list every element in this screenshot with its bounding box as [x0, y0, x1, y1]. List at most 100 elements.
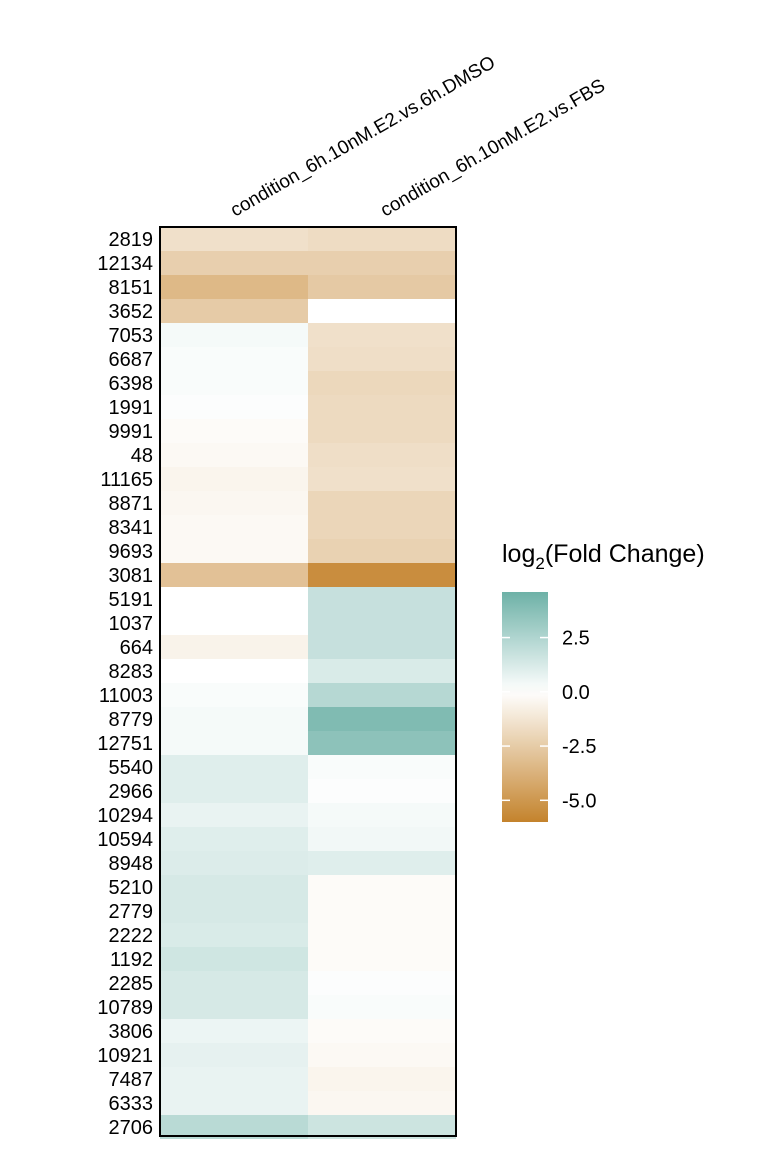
heatmap-cell [160, 707, 308, 731]
heatmap-cell [160, 827, 308, 851]
row-label: 2819 [109, 229, 154, 251]
heatmap-cell [160, 683, 308, 707]
heatmap-cell [160, 227, 308, 251]
row-label: 8151 [109, 277, 154, 299]
heatmap-cell [160, 731, 308, 755]
heatmap-cell [308, 779, 456, 803]
color-legend: log2(Fold Change) 2.5 0.0 -2.5 -5.0 [502, 540, 705, 822]
row-label: 6398 [109, 373, 154, 395]
row-label: 6687 [109, 349, 154, 371]
heatmap-cell [160, 899, 308, 923]
heatmap-cell [160, 659, 308, 683]
row-label: 6333 [109, 1093, 154, 1115]
legend-color-bar [502, 592, 548, 822]
heatmap-cell [308, 515, 456, 539]
heatmap-cells [160, 227, 456, 1139]
column-labels: condition_6h.10nM.E2.vs.6h.DMSOcondition… [227, 52, 609, 221]
row-label: 11165 [100, 469, 153, 491]
heatmap-cell [308, 275, 456, 299]
heatmap-cell [160, 563, 308, 587]
heatmap-cell [308, 947, 456, 971]
legend-tick-label: 2.5 [562, 628, 590, 650]
legend-tick-label: -5.0 [562, 790, 596, 812]
heatmap-cell [160, 611, 308, 635]
row-label: 9991 [109, 421, 154, 443]
row-label: 1192 [110, 949, 153, 971]
row-label: 12134 [97, 253, 153, 275]
legend-tick-label: 0.0 [562, 682, 590, 704]
column-label: condition_6h.10nM.E2.vs.6h.DMSO [227, 52, 499, 221]
heatmap-cell [160, 539, 308, 563]
heatmap-cell [308, 635, 456, 659]
heatmap-cell [308, 683, 456, 707]
row-label: 48 [131, 445, 153, 467]
heatmap-cell [308, 659, 456, 683]
heatmap-cell [308, 827, 456, 851]
row-label: 7053 [109, 325, 154, 347]
heatmap-cell [160, 467, 308, 491]
heatmap-cell [160, 971, 308, 995]
heatmap-cell [160, 275, 308, 299]
heatmap-cell [308, 251, 456, 275]
row-label: 11003 [99, 685, 153, 707]
row-label: 8779 [109, 709, 154, 731]
row-label: 2966 [109, 781, 154, 803]
heatmap-cell [308, 995, 456, 1019]
heatmap-cell [308, 755, 456, 779]
heatmap-cell [160, 851, 308, 875]
heatmap-cell [160, 923, 308, 947]
row-label: 10921 [97, 1045, 153, 1067]
heatmap-cell [308, 443, 456, 467]
legend-ticks: 2.5 0.0 -2.5 -5.0 [502, 628, 596, 812]
heatmap-cell [160, 947, 308, 971]
heatmap-cell [160, 251, 308, 275]
heatmap-cell [160, 491, 308, 515]
heatmap-cell [160, 587, 308, 611]
row-label: 2222 [109, 925, 154, 947]
heatmap-cell [308, 419, 456, 443]
heatmap-cell [308, 611, 456, 635]
heatmap-cell [160, 1019, 308, 1043]
heatmap-cell [160, 635, 308, 659]
heatmap-cell [308, 347, 456, 371]
heatmap-cell [160, 515, 308, 539]
heatmap-cell [308, 899, 456, 923]
heatmap-cell [308, 803, 456, 827]
row-label: 8948 [109, 853, 154, 875]
heatmap-cell [160, 1067, 308, 1091]
row-label: 3081 [109, 565, 154, 587]
row-label: 2779 [109, 901, 154, 923]
heatmap-cell [160, 443, 308, 467]
heatmap-cell [308, 731, 456, 755]
row-label: 664 [120, 637, 153, 659]
heatmap-cell [308, 707, 456, 731]
row-label: 3652 [109, 301, 154, 323]
row-label: 1991 [109, 397, 154, 419]
row-label: 8341 [109, 517, 154, 539]
row-label: 2706 [109, 1117, 154, 1139]
heatmap-cell [160, 875, 308, 899]
heatmap-cell [308, 1019, 456, 1043]
row-label: 8871 [109, 493, 154, 515]
heatmap-cell [308, 371, 456, 395]
heatmap-cell [160, 995, 308, 1019]
row-label: 10789 [97, 997, 153, 1019]
heatmap-cell [308, 467, 456, 491]
heatmap-cell [160, 803, 308, 827]
row-label: 5191 [109, 589, 154, 611]
row-label: 5540 [109, 757, 154, 779]
heatmap-cell [160, 299, 308, 323]
heatmap-cell [308, 323, 456, 347]
row-label: 7487 [109, 1069, 154, 1091]
heatmap-cell [160, 1091, 308, 1115]
heatmap-cell [308, 1043, 456, 1067]
legend-title: log2(Fold Change) [502, 540, 705, 573]
row-label: 5210 [109, 877, 154, 899]
heatmap-cell [308, 875, 456, 899]
heatmap-cell [160, 347, 308, 371]
row-label: 3806 [109, 1021, 154, 1043]
row-label: 10294 [97, 805, 153, 827]
heatmap-cell [160, 755, 308, 779]
row-label: 1037 [109, 613, 154, 635]
